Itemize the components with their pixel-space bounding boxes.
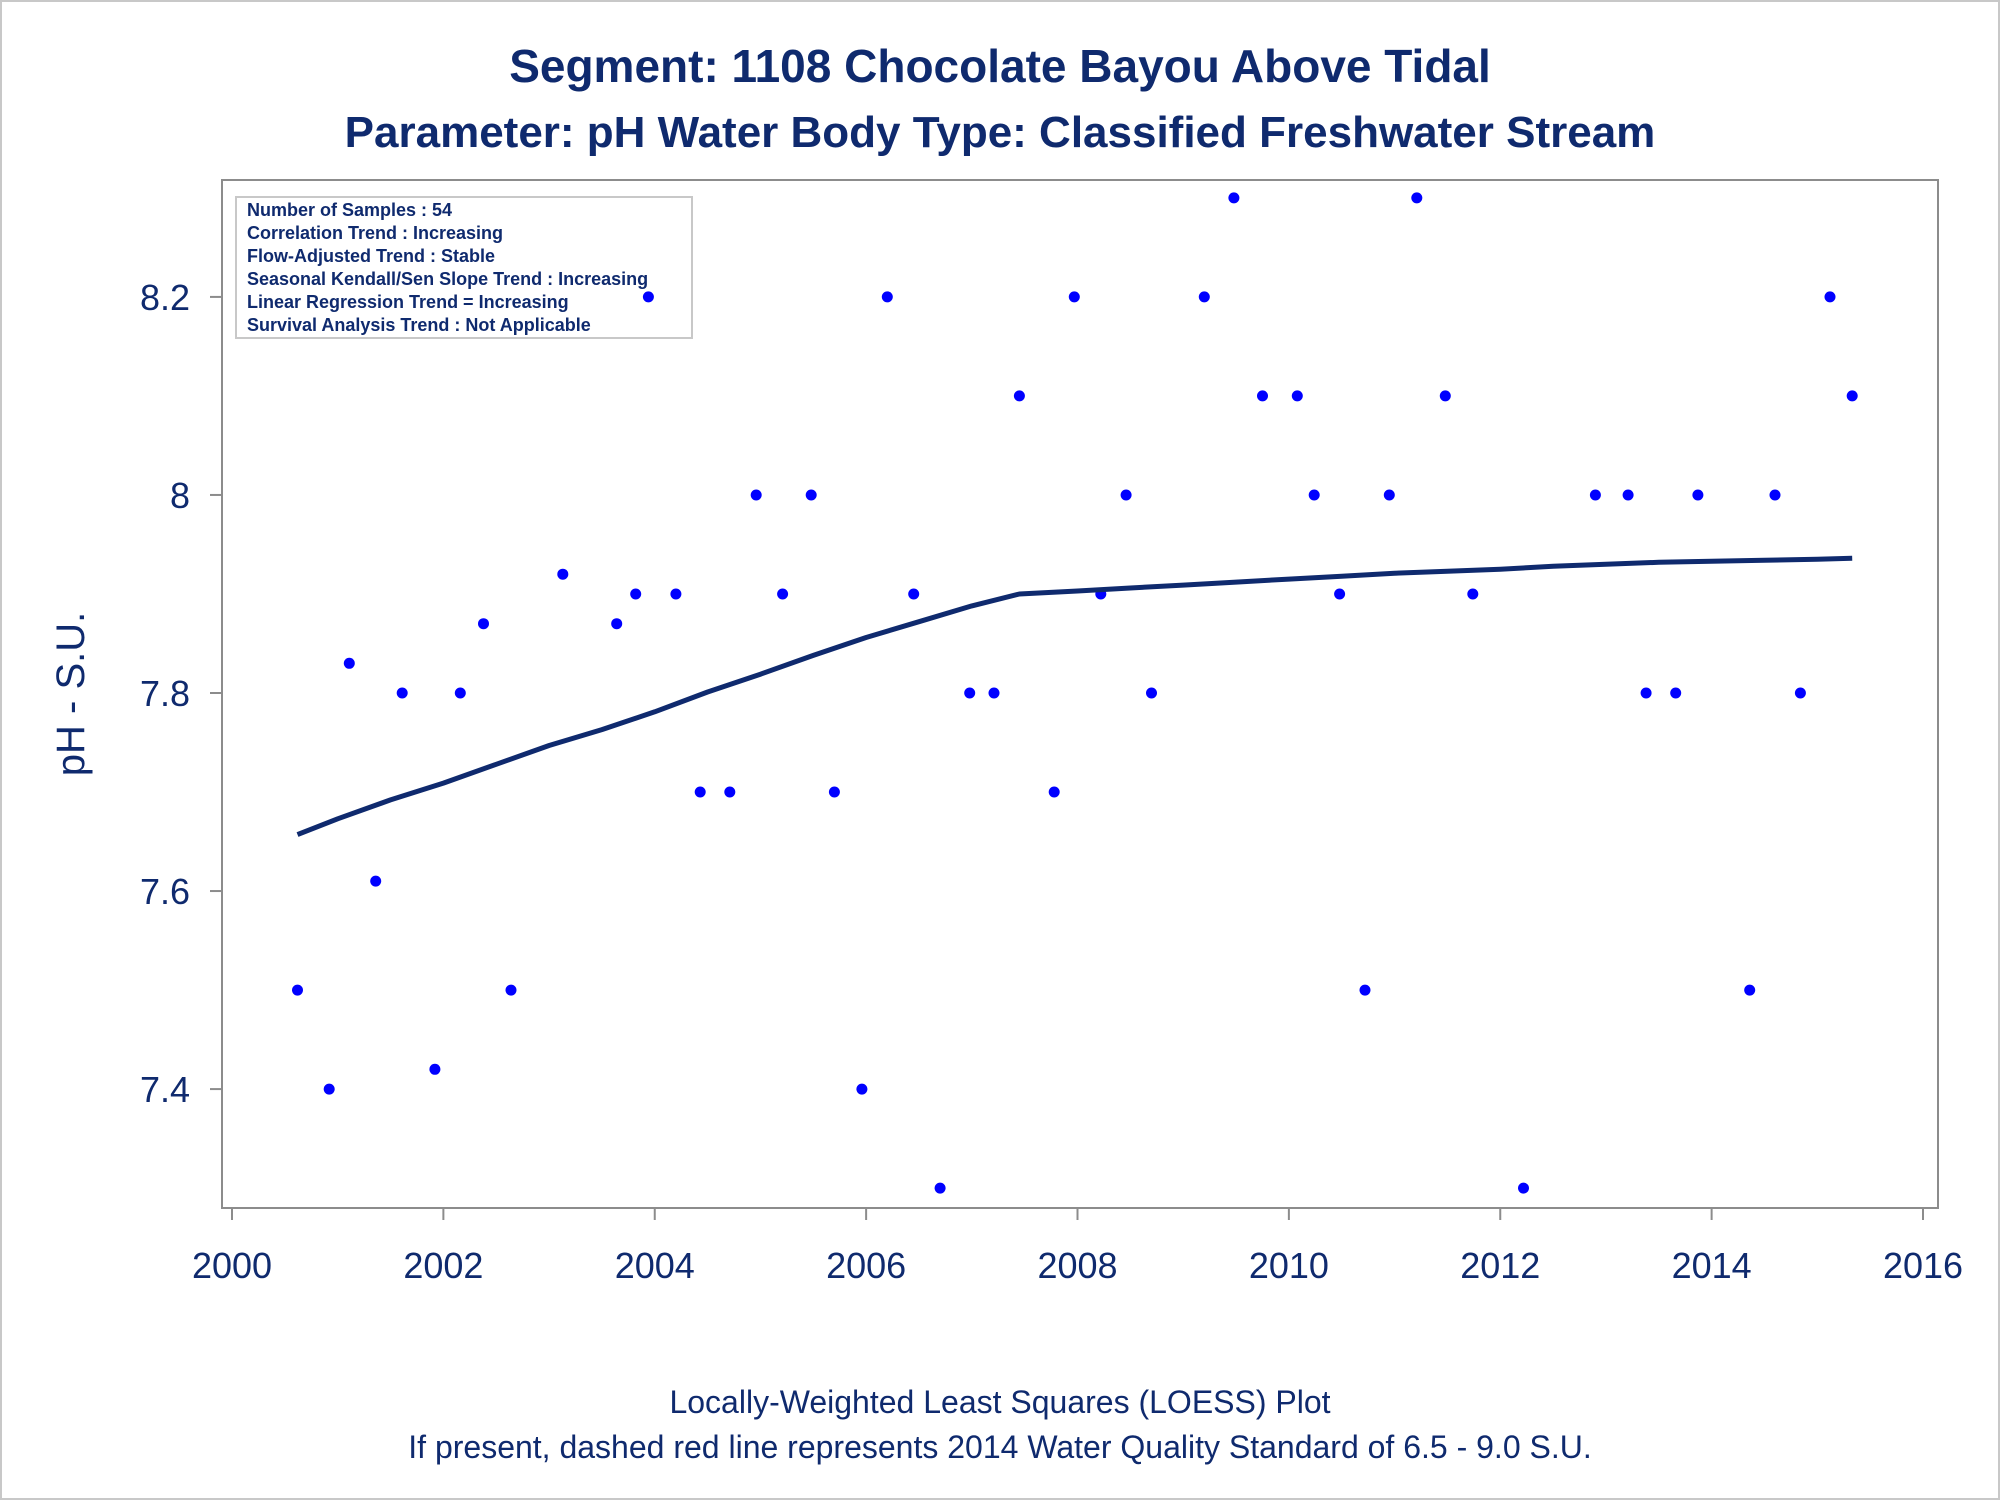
- sample-point: [1291, 390, 1303, 402]
- sample-point: [724, 786, 736, 798]
- y-tick-label: 8: [170, 475, 190, 516]
- sample-point: [630, 588, 642, 600]
- stat-linear-regression: Linear Regression Trend = Increasing: [247, 292, 569, 312]
- sample-point: [642, 291, 654, 303]
- x-tick-label: 2008: [1037, 1245, 1117, 1286]
- stat-samples: Number of Samples : 54: [247, 200, 452, 220]
- sample-point: [694, 786, 706, 798]
- sample-point: [292, 984, 303, 996]
- x-tick-label: 2010: [1249, 1245, 1329, 1286]
- sample-point: [1622, 489, 1634, 501]
- stat-seasonal-kendall: Seasonal Kendall/Sen Slope Trend : Incre…: [247, 269, 648, 289]
- sample-point: [1794, 687, 1806, 699]
- chart-subtitle: Parameter: pH Water Body Type: Classifie…: [345, 108, 1656, 157]
- sample-point: [1334, 588, 1346, 600]
- loess-line: [296, 555, 1853, 837]
- stat-correlation: Correlation Trend : Increasing: [247, 223, 503, 243]
- sample-point: [1068, 291, 1080, 303]
- footnote-loess: Locally-Weighted Least Squares (LOESS) P…: [669, 1384, 1330, 1420]
- sample-point: [750, 489, 762, 501]
- sample-point: [370, 875, 382, 887]
- sample-point: [1146, 687, 1157, 699]
- sample-point: [323, 1083, 335, 1095]
- sample-point: [454, 687, 466, 699]
- x-axis: 2000 2002 2004 2006 2008 2010 2012 2014 2016: [192, 1208, 1963, 1286]
- sample-point: [1640, 687, 1652, 699]
- sample-point: [670, 588, 682, 600]
- sample-point: [1670, 687, 1682, 699]
- stat-survival-analysis: Survival Analysis Trend : Not Applicable: [247, 315, 591, 335]
- sample-point: [934, 1182, 946, 1194]
- sample-point: [1692, 489, 1704, 501]
- y-axis-label: pH - S.U.: [49, 612, 93, 776]
- sample-point: [505, 984, 517, 996]
- x-tick-label: 2000: [192, 1245, 272, 1286]
- sample-point: [478, 618, 489, 630]
- stats-box: Number of Samples : 54 Correlation Trend…: [235, 196, 693, 339]
- sample-point: [1589, 489, 1601, 501]
- y-tick-label: 7.6: [140, 871, 190, 912]
- footnote-standard: If present, dashed red line represents 2…: [408, 1429, 1591, 1465]
- sample-point: [1467, 588, 1479, 600]
- y-tick-label: 7.4: [140, 1069, 190, 1110]
- sample-point: [1769, 489, 1781, 501]
- sample-point: [828, 786, 840, 798]
- sample-point: [856, 1083, 868, 1095]
- x-tick-label: 2014: [1672, 1245, 1752, 1286]
- sample-point: [1411, 192, 1423, 204]
- sample-point: [1228, 192, 1240, 204]
- sample-point: [964, 687, 976, 699]
- sample-point: [1359, 984, 1371, 996]
- y-axis: 7.4 7.6 7.8 8 8.2: [140, 277, 222, 1110]
- x-tick-label: 2004: [615, 1245, 695, 1286]
- sample-point: [611, 618, 623, 630]
- sample-point: [1744, 984, 1756, 996]
- sample-point: [777, 588, 789, 600]
- stat-flow-adjusted: Flow-Adjusted Trend : Stable: [247, 246, 495, 266]
- y-tick-label: 7.8: [140, 673, 190, 714]
- sample-point: [396, 687, 408, 699]
- sample-point: [1048, 786, 1060, 798]
- x-tick-label: 2002: [403, 1245, 483, 1286]
- sample-point: [429, 1063, 441, 1075]
- sample-point: [1257, 390, 1268, 402]
- sample-point: [557, 568, 569, 580]
- x-tick-label: 2006: [826, 1245, 906, 1286]
- y-tick-label: 8.2: [140, 277, 190, 318]
- sample-point: [1383, 489, 1395, 501]
- sample-point: [1198, 291, 1210, 303]
- sample-point: [1824, 291, 1836, 303]
- stats-box-border: [235, 196, 693, 339]
- sample-point: [343, 657, 355, 669]
- sample-point: [988, 687, 1000, 699]
- x-tick-label: 2012: [1460, 1245, 1540, 1286]
- sample-point: [1518, 1182, 1529, 1194]
- sample-point: [908, 588, 920, 600]
- sample-point: [1846, 390, 1858, 402]
- x-tick-label: 2016: [1883, 1245, 1963, 1286]
- chart-marks: [292, 192, 1858, 1194]
- sample-point: [1308, 489, 1320, 501]
- sample-point: [1439, 390, 1451, 402]
- sample-point: [1120, 489, 1132, 501]
- sample-point: [881, 291, 893, 303]
- sample-point: [1013, 390, 1025, 402]
- sample-point: [805, 489, 817, 501]
- chart-title: Segment: 1108 Chocolate Bayou Above Tida…: [509, 40, 1491, 92]
